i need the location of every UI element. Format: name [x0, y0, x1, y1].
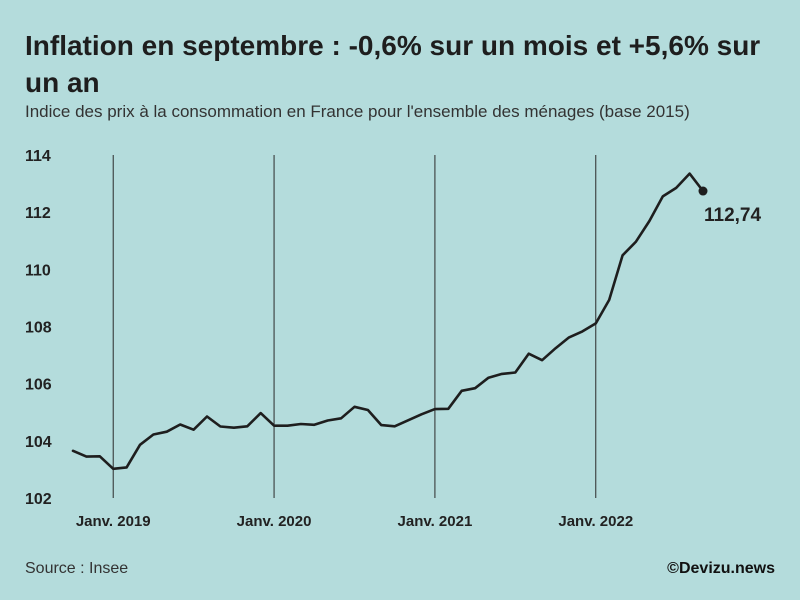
cpi-series-line: [71, 172, 705, 471]
last-data-point: [698, 186, 708, 196]
source-note: Source : Insee: [25, 560, 129, 577]
gridlines: [112, 155, 597, 498]
chart-subtitle: Indice des prix à la consommation en Fra…: [25, 102, 690, 121]
last-value-label: 112,74: [704, 205, 761, 226]
x-tick-label-2: Janv. 2021: [398, 513, 473, 530]
y-tick-label-1: 104: [25, 434, 52, 451]
chart-title: Inflation en septembre : -0,6% sur un mo…: [25, 30, 761, 98]
x-axis-ticks: Janv. 2019 Janv. 2020 Janv. 2021 Janv. 2022: [76, 513, 633, 530]
y-tick-label-2: 106: [25, 377, 52, 394]
credit: ©Devizu.news: [667, 560, 775, 577]
y-tick-label-6: 114: [25, 148, 51, 165]
y-tick-label-4: 110: [25, 262, 51, 279]
x-tick-label-0: Janv. 2019: [76, 513, 151, 530]
y-tick-label-0: 102: [25, 491, 52, 508]
y-axis-ticks: 102 104 106 108 110 112 114: [25, 148, 52, 508]
y-tick-label-3: 108: [25, 320, 52, 337]
x-tick-label-3: Janv. 2022: [558, 513, 633, 530]
y-tick-label-5: 112: [25, 205, 51, 222]
x-tick-label-1: Janv. 2020: [237, 513, 312, 530]
